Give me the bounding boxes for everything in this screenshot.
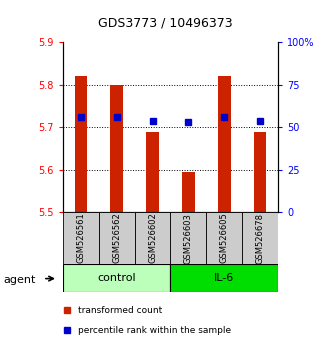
Bar [135, 212, 170, 264]
Bar [254, 132, 266, 212]
Text: agent: agent [3, 275, 36, 285]
Text: GSM526562: GSM526562 [112, 213, 121, 263]
Bar [74, 76, 87, 212]
Text: control: control [97, 273, 136, 283]
Text: GSM526603: GSM526603 [184, 213, 193, 263]
Text: IL-6: IL-6 [214, 273, 234, 283]
Text: percentile rank within the sample: percentile rank within the sample [78, 326, 231, 335]
Text: GSM526605: GSM526605 [220, 213, 229, 263]
Bar [63, 212, 99, 264]
Text: GSM526561: GSM526561 [76, 213, 85, 263]
Text: transformed count: transformed count [78, 306, 162, 315]
Bar [63, 264, 170, 292]
Bar [170, 264, 278, 292]
Bar [218, 76, 230, 212]
Bar [111, 85, 123, 212]
Bar [99, 212, 135, 264]
Bar [242, 212, 278, 264]
Bar [206, 212, 242, 264]
Text: GSM526678: GSM526678 [256, 212, 264, 264]
Bar [170, 212, 206, 264]
Bar [182, 172, 195, 212]
Text: GDS3773 / 10496373: GDS3773 / 10496373 [98, 17, 233, 29]
Text: GSM526602: GSM526602 [148, 213, 157, 263]
Bar [146, 132, 159, 212]
